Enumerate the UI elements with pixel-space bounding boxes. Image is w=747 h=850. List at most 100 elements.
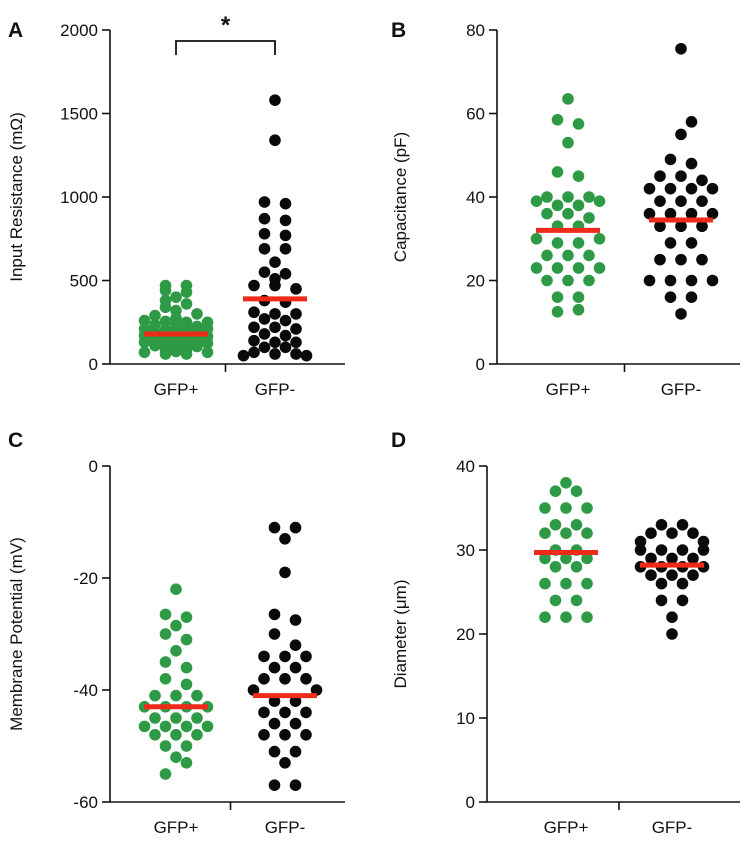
data-point xyxy=(180,633,193,646)
data-point xyxy=(560,502,572,514)
data-point xyxy=(572,237,585,249)
data-point xyxy=(258,673,270,685)
data-point xyxy=(289,521,302,534)
data-point xyxy=(687,527,699,539)
data-point xyxy=(581,502,593,514)
data-point xyxy=(643,274,656,287)
data-point xyxy=(539,611,551,623)
y-tick-label: 20 xyxy=(466,272,485,291)
data-point xyxy=(258,196,271,208)
data-point xyxy=(675,220,687,233)
data-point xyxy=(560,577,572,590)
y-tick-label: 2000 xyxy=(60,21,98,40)
data-point xyxy=(201,720,214,733)
data-point xyxy=(685,291,698,304)
data-point xyxy=(572,262,585,274)
data-point xyxy=(279,242,292,255)
data-point xyxy=(696,253,708,266)
data-point xyxy=(583,249,595,262)
data-point xyxy=(645,527,657,539)
panel-c: C -60 -40 -20 0 Membrane Potential (mV) GFP+ GF… xyxy=(7,429,345,837)
data-point xyxy=(268,608,281,621)
y-tick-label: 0 xyxy=(89,457,98,476)
data-point xyxy=(269,134,281,147)
data-point xyxy=(664,274,677,287)
data-point xyxy=(170,583,182,595)
data-point xyxy=(675,195,687,207)
data-point xyxy=(279,729,291,741)
data-point xyxy=(268,695,281,707)
panel-d: D 0 10 20 30 40 Diameter (μm) GFP+ GFP- xyxy=(391,429,740,837)
y-tick-label: 30 xyxy=(456,541,475,560)
data-point xyxy=(300,349,313,362)
y-tick-label: 40 xyxy=(456,457,475,476)
data-point xyxy=(300,650,312,663)
data-point xyxy=(289,695,302,707)
data-point xyxy=(685,274,698,287)
data-point xyxy=(685,182,698,195)
data-point xyxy=(551,262,564,274)
data-point xyxy=(180,298,193,310)
y-tick-label: 1500 xyxy=(60,105,98,124)
data-point xyxy=(551,166,564,178)
data-point xyxy=(310,684,323,696)
data-point xyxy=(180,678,193,691)
data-point xyxy=(530,232,543,245)
data-point xyxy=(664,207,677,220)
data-point xyxy=(258,729,270,741)
panel-letter: D xyxy=(391,429,406,452)
data-point xyxy=(664,153,677,166)
data-point xyxy=(560,611,572,623)
x-category-label: GFP+ xyxy=(154,818,199,837)
data-point xyxy=(289,745,302,758)
data-point xyxy=(248,346,260,359)
data-point xyxy=(300,673,312,685)
data-point xyxy=(268,628,281,640)
data-point xyxy=(279,214,292,227)
data-point xyxy=(539,502,551,514)
y-axis-title: Input Resistance (mΩ) xyxy=(7,112,26,282)
data-point xyxy=(248,306,260,319)
data-point xyxy=(269,256,281,268)
data-point xyxy=(159,284,172,297)
x-category-label: GFP+ xyxy=(154,380,199,399)
data-point xyxy=(279,757,291,769)
panel-letter: B xyxy=(391,19,406,42)
data-point xyxy=(676,577,689,590)
data-point xyxy=(549,594,562,607)
data-point xyxy=(248,321,260,334)
data-point xyxy=(645,552,657,565)
x-category-label: GFP+ xyxy=(546,380,591,399)
data-point xyxy=(258,706,270,719)
data-point xyxy=(180,286,193,298)
data-point xyxy=(258,313,271,325)
data-point xyxy=(279,533,291,545)
data-point xyxy=(279,673,291,685)
data-point xyxy=(666,569,678,581)
data-point xyxy=(583,212,595,224)
data-point xyxy=(289,614,302,626)
data-point xyxy=(634,544,647,556)
data-point xyxy=(279,566,291,579)
data-point xyxy=(279,197,292,210)
y-tick-label: 60 xyxy=(466,105,485,124)
data-point xyxy=(664,291,677,304)
data-point xyxy=(562,274,574,287)
data-point xyxy=(549,561,562,573)
y-tick-label: -60 xyxy=(73,793,98,812)
data-point xyxy=(570,561,583,573)
data-point xyxy=(149,689,161,702)
data-point xyxy=(279,650,291,663)
data-point xyxy=(247,684,260,696)
data-point xyxy=(666,628,678,640)
data-point xyxy=(583,191,595,203)
data-point xyxy=(269,336,281,349)
data-point xyxy=(138,336,151,349)
y-tick-label: 40 xyxy=(466,188,485,207)
data-point xyxy=(654,253,666,266)
data-point xyxy=(138,720,151,733)
data-point xyxy=(560,527,572,539)
data-point xyxy=(191,308,203,320)
data-point xyxy=(696,220,708,233)
y-tick-label: 0 xyxy=(466,793,475,812)
